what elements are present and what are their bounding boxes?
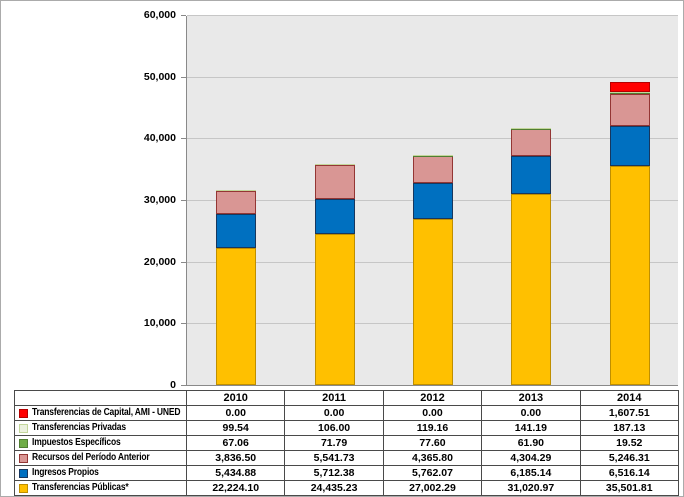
value-cell: 27,002.29 bbox=[383, 481, 483, 496]
value-cell: 5,762.07 bbox=[383, 466, 483, 481]
value-cell: 106.00 bbox=[285, 421, 384, 436]
value-cell: 4,365.80 bbox=[383, 451, 483, 466]
bar-segment bbox=[314, 163, 355, 165]
y-axis-tick-label: 0 bbox=[170, 379, 176, 391]
bar-segment bbox=[511, 193, 552, 385]
gridline bbox=[187, 138, 678, 140]
gridline bbox=[187, 76, 678, 78]
value-cell: 31,020.97 bbox=[482, 481, 581, 496]
y-axis-tick-label: 60,000 bbox=[143, 9, 176, 21]
year-header: 2013 bbox=[482, 391, 581, 406]
legend-swatch bbox=[19, 468, 28, 478]
value-cell: 3,836.50 bbox=[187, 451, 286, 466]
bar-segment bbox=[609, 166, 650, 385]
year-header: 2010 bbox=[187, 391, 286, 406]
bar-segment bbox=[314, 164, 355, 200]
axis-tick bbox=[181, 15, 186, 16]
bar-segment bbox=[413, 218, 453, 385]
legend-cell: Recursos del Período Anterior bbox=[15, 451, 187, 466]
value-cell: 5,434.88 bbox=[187, 466, 286, 481]
bar-segment bbox=[609, 92, 650, 94]
bar-segment bbox=[609, 93, 650, 126]
value-cell: 0.00 bbox=[383, 406, 483, 421]
value-cell: 22,224.10 bbox=[187, 481, 286, 496]
y-axis-tick-label: 20,000 bbox=[143, 255, 176, 268]
bar-segment bbox=[314, 199, 355, 235]
legend-label: Impuestos Específicos bbox=[32, 437, 121, 448]
axis-tick bbox=[181, 138, 186, 140]
legend-cell: Transferencias de Capital, AMI - UNED bbox=[15, 406, 187, 421]
plot-area bbox=[186, 15, 678, 386]
value-cell: 4,304.29 bbox=[482, 451, 581, 466]
value-cell: 35,501.81 bbox=[580, 481, 679, 496]
bar-segment bbox=[511, 127, 552, 129]
bar-segment bbox=[511, 155, 552, 194]
legend-label: Recursos del Período Anterior bbox=[32, 452, 150, 463]
year-header: 2011 bbox=[285, 391, 384, 406]
value-cell: 5,712.38 bbox=[285, 466, 384, 481]
value-cell: 6,516.14 bbox=[580, 466, 679, 481]
value-cell: 1,607.51 bbox=[580, 406, 679, 421]
legend-cell: Transferencias Públicas* bbox=[15, 481, 187, 496]
value-cell: 67.06 bbox=[187, 436, 286, 451]
axis-tick bbox=[181, 323, 186, 325]
value-cell: 71.79 bbox=[285, 436, 384, 451]
bar-segment bbox=[609, 82, 650, 93]
axis-tick bbox=[181, 76, 186, 78]
legend-label: Ingresos Propios bbox=[32, 467, 99, 478]
data-table: 2010 2011 2012 2013 2014 Transferencias de Ca… bbox=[14, 390, 679, 496]
bar-segment bbox=[511, 129, 552, 156]
year-header: 2014 bbox=[580, 391, 679, 406]
value-cell: 141.19 bbox=[482, 421, 581, 436]
bar-segment bbox=[314, 234, 355, 385]
value-cell: 5,246.31 bbox=[580, 451, 679, 466]
bar-segment bbox=[413, 154, 453, 156]
bar-segment bbox=[216, 247, 257, 385]
value-cell: 187.13 bbox=[580, 421, 679, 436]
legend-cell: Ingresos Propios bbox=[15, 466, 187, 481]
value-cell: 77.60 bbox=[383, 436, 483, 451]
bar-segment bbox=[413, 156, 453, 183]
y-axis-tick-label: 40,000 bbox=[143, 132, 176, 145]
legend-swatch bbox=[19, 453, 28, 463]
legend-label: Transferencias de Capital, AMI - UNED bbox=[32, 407, 181, 418]
legend-header-cell bbox=[15, 391, 187, 406]
value-cell: 0.00 bbox=[482, 406, 581, 421]
value-cell: 0.00 bbox=[285, 406, 384, 421]
legend-swatch bbox=[19, 423, 28, 433]
bar-segment bbox=[216, 214, 257, 248]
value-cell: 61.90 bbox=[482, 436, 581, 451]
value-cell: 24,435.23 bbox=[285, 481, 384, 496]
value-cell: 6,185.14 bbox=[482, 466, 581, 481]
value-cell: 99.54 bbox=[187, 421, 286, 436]
bar-segment bbox=[216, 190, 257, 215]
axis-tick bbox=[181, 261, 186, 263]
y-axis-tick-label: 10,000 bbox=[143, 317, 176, 330]
bar-segment bbox=[413, 182, 453, 219]
legend-swatch bbox=[19, 408, 28, 418]
year-header: 2012 bbox=[383, 391, 483, 406]
value-cell: 0.00 bbox=[187, 406, 286, 421]
bar-segment bbox=[216, 189, 257, 191]
axis-tick bbox=[181, 385, 186, 386]
y-axis-tick-label: 50,000 bbox=[143, 70, 176, 83]
bar-segment bbox=[609, 125, 650, 167]
legend-label: Transferencias Públicas* bbox=[32, 482, 129, 493]
value-cell: 5,541.73 bbox=[285, 451, 384, 466]
value-cell: 19.52 bbox=[580, 436, 679, 451]
axis-tick bbox=[181, 200, 186, 201]
legend-swatch bbox=[19, 438, 28, 448]
legend-swatch bbox=[19, 483, 28, 493]
value-cell: 119.16 bbox=[383, 421, 483, 436]
gridline bbox=[187, 15, 678, 16]
legend-label: Transferencias Privadas bbox=[32, 422, 126, 433]
legend-cell: Transferencias Privadas bbox=[15, 421, 187, 436]
legend-cell: Impuestos Específicos bbox=[15, 436, 187, 451]
y-axis-tick-label: 30,000 bbox=[143, 194, 176, 206]
